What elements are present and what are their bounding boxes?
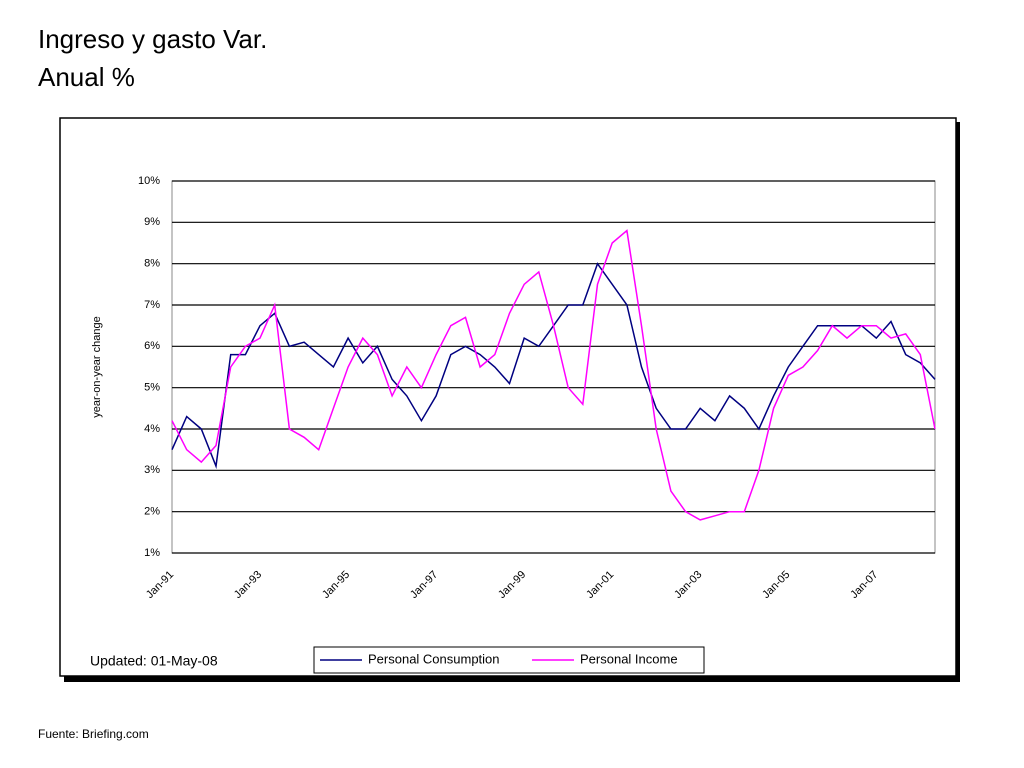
y-tick-label: 4% <box>144 423 160 435</box>
y-tick-label: 10% <box>138 175 160 187</box>
legend-label: Personal Income <box>580 651 678 666</box>
y-tick-label: 9% <box>144 216 160 228</box>
source: Fuente: Briefing.com <box>38 727 149 741</box>
y-axis-label: year-on-year change <box>91 316 103 418</box>
y-tick-label: 1% <box>144 547 160 559</box>
y-tick-label: 5% <box>144 382 160 394</box>
y-tick-label: 6% <box>144 340 160 352</box>
y-tick-label: 7% <box>144 299 160 311</box>
slide-title: Anual % <box>38 62 135 92</box>
y-tick-label: 2% <box>144 506 160 518</box>
y-tick-label: 3% <box>144 464 160 476</box>
legend <box>313 646 705 674</box>
legend-label: Personal Consumption <box>368 651 500 666</box>
y-tick-label: 8% <box>144 258 160 270</box>
slide-title: Ingreso y gasto Var. <box>38 24 267 54</box>
series-line <box>171 229 936 521</box>
update-note: Updated: 01-May-08 <box>90 653 218 669</box>
plot-area <box>171 180 936 554</box>
